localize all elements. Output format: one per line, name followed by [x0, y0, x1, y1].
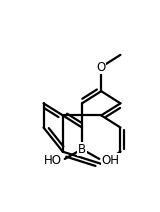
Text: HO: HO [44, 154, 62, 167]
Text: OH: OH [102, 154, 120, 167]
Text: B: B [78, 143, 86, 156]
Text: O: O [97, 60, 106, 74]
